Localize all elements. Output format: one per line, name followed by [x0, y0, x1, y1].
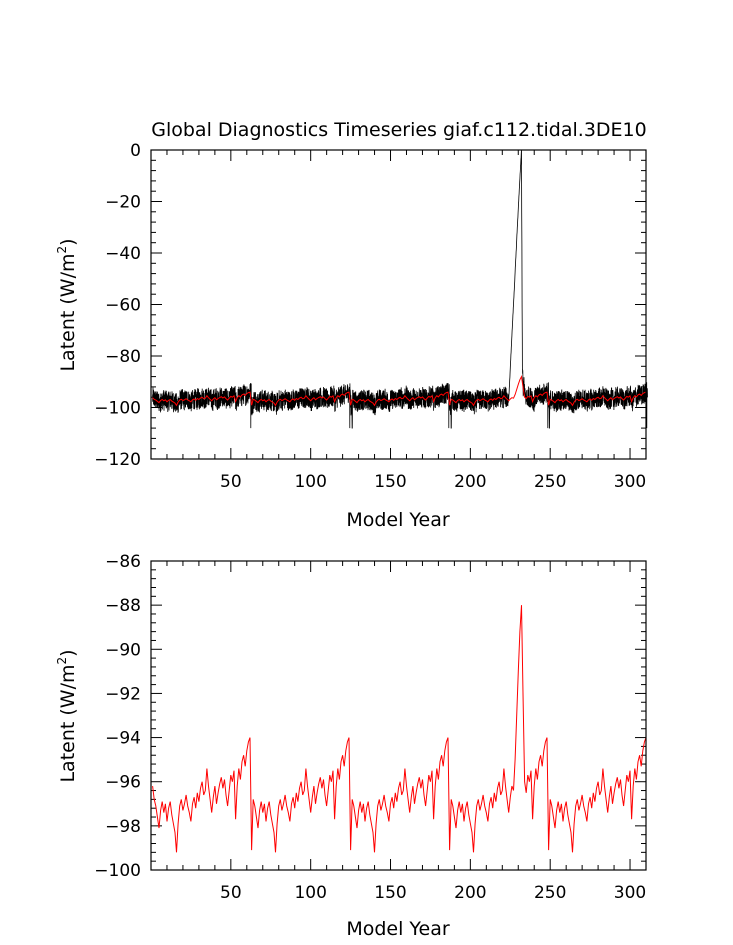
y-tick-label: −40: [105, 244, 141, 264]
top-chart-title: Global Diagnostics Timeseries giaf.c112.…: [151, 119, 646, 141]
top-y-axis-label-sup: 2: [55, 246, 69, 254]
y-tick-label: −80: [105, 347, 141, 367]
top-x-tick-labels: 50 100 150 200 250 300: [220, 472, 646, 492]
bottom-y-tick-labels: −86 −88 −90 −92 −94 −96 −98 −100: [94, 552, 141, 881]
x-tick-label: 300: [614, 883, 646, 903]
top-monthly-series-line: [152, 149, 648, 429]
y-tick-label: −90: [105, 640, 141, 660]
top-panel: Global Diagnostics Timeseries giaf.c112.…: [55, 119, 648, 531]
y-tick-label: −86: [105, 552, 141, 572]
x-tick-label: 300: [614, 472, 646, 492]
y-tick-label: −60: [105, 296, 141, 316]
y-tick-label: −98: [105, 817, 141, 837]
bottom-y-axis-label: Latent (W/m2): [55, 649, 79, 782]
bottom-y-axis-label-sup: 2: [55, 657, 69, 665]
bottom-panel: −86−88−90−92−94−96−98−100 50 100 150 200 250…: [55, 552, 647, 940]
x-tick-label: 150: [374, 883, 406, 903]
x-tick-label: 50: [220, 883, 242, 903]
y-tick-label: −88: [105, 596, 141, 616]
bottom-y-axis-label-text: Latent (W/m: [57, 665, 79, 783]
y-tick-label: −100: [94, 399, 141, 419]
x-tick-label: 150: [374, 472, 406, 492]
y-tick-label: −96: [105, 773, 141, 793]
y-tick-label: −120: [94, 450, 141, 470]
top-x-axis-label: Model Year: [346, 509, 450, 531]
top-axis-ticks: [151, 149, 646, 460]
x-tick-label: 100: [294, 883, 326, 903]
top-y-axis-label: Latent (W/m2): [55, 238, 79, 371]
bottom-plot-frame: [150, 560, 647, 871]
top-plot-frame: [150, 149, 647, 460]
x-tick-label: 50: [220, 472, 242, 492]
y-tick-label: −94: [105, 729, 141, 749]
y-tick-label: −100: [94, 861, 141, 881]
x-tick-label: 200: [454, 472, 486, 492]
bottom-y-axis-label-close: ): [57, 649, 79, 656]
top-y-axis-label-close: ): [57, 238, 79, 245]
y-tick-label: −92: [105, 684, 141, 704]
top-annual-series-line: [152, 374, 647, 407]
bottom-axis-ticks: [151, 560, 646, 871]
bottom-x-axis-label: Model Year: [346, 918, 450, 940]
top-y-axis-label-text: Latent (W/m: [57, 254, 79, 372]
x-tick-label: 250: [534, 883, 566, 903]
y-tick-label: 0: [130, 141, 141, 161]
x-tick-label: 100: [294, 472, 326, 492]
top-y-tick-labels: 0 −20 −40 −60 −80 −100 −120: [94, 141, 141, 470]
bottom-x-tick-labels: 50 100 150 200 250 300: [220, 883, 646, 903]
x-tick-label: 250: [534, 472, 566, 492]
y-tick-label: −20: [105, 193, 141, 213]
bottom-annual-series-line: [152, 605, 647, 853]
x-tick-label: 200: [454, 883, 486, 903]
